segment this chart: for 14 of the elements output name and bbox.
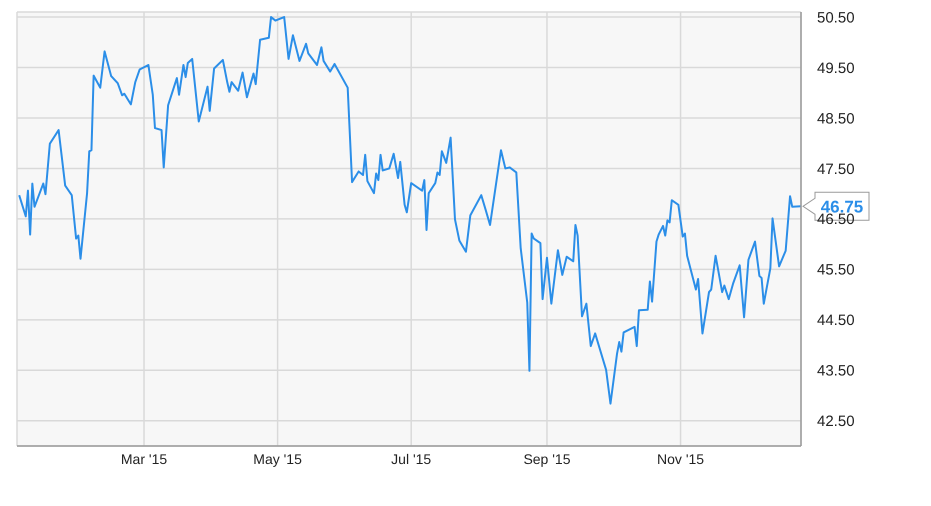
line-series xyxy=(18,16,801,405)
y-tick-label: 50.50 xyxy=(817,9,855,26)
x-tick-label: Mar '15 xyxy=(120,450,168,467)
x-tick-label: Sep '15 xyxy=(523,450,571,467)
x-tick-label: May '15 xyxy=(253,450,302,467)
y-tick-label: 48.50 xyxy=(817,110,855,128)
x-tick-label: Jul '15 xyxy=(391,450,432,467)
y-tick-label: 43.50 xyxy=(817,362,855,380)
y-tick-label: 49.50 xyxy=(817,60,855,77)
y-tick-label: 42.50 xyxy=(817,413,855,430)
x-tick-label: Nov '15 xyxy=(657,450,704,467)
y-tick-label: 47.50 xyxy=(817,160,855,178)
y-tick-label: 45.50 xyxy=(817,262,855,279)
y-tick-label: 44.50 xyxy=(817,312,855,330)
